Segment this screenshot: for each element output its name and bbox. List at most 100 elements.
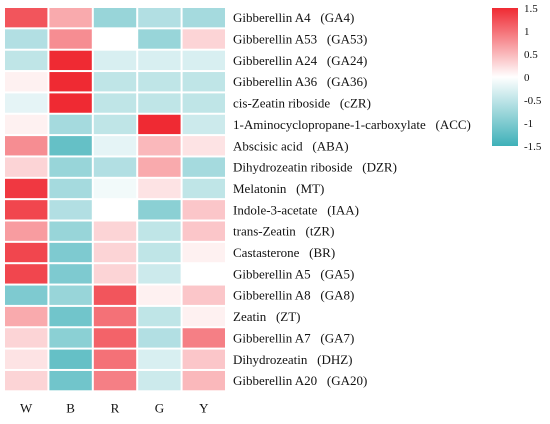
heatmap-cell [182, 349, 225, 369]
heatmap-cell [182, 93, 225, 113]
row-label: Gibberellin A8 (GA8) [233, 288, 354, 303]
heatmap-cell [5, 157, 48, 177]
heatmap-cell [93, 200, 137, 220]
heatmap-cell [93, 114, 137, 135]
row-label: Gibberellin A7 (GA7) [233, 330, 354, 345]
heatmap-cell [49, 72, 92, 92]
heatmap-cell [138, 306, 181, 327]
heatmap-cell [5, 200, 48, 220]
row-label: Gibberellin A5 (GA5) [233, 266, 354, 281]
heatmap-cell [5, 285, 48, 305]
row-label: 1-Aminocyclopropane-1-carboxylate (ACC) [233, 117, 471, 132]
heatmap-cell [182, 114, 225, 135]
heatmap-cell [5, 178, 48, 199]
heatmap-cell [182, 50, 225, 71]
heatmap-cell [5, 349, 48, 369]
column-label: R [111, 400, 120, 415]
column-label: Y [199, 400, 209, 415]
heatmap-cell [93, 50, 137, 71]
heatmap-cell [93, 242, 137, 263]
heatmap-cell [49, 221, 92, 241]
heatmap-cell [138, 136, 181, 156]
heatmap-cell [93, 136, 137, 156]
legend-tick-label: 0.5 [524, 49, 538, 61]
heatmap-cell [182, 72, 225, 92]
column-label: G [155, 400, 164, 415]
heatmap-cell [93, 29, 137, 49]
heatmap-cell [138, 114, 181, 135]
heatmap-cell [182, 200, 225, 220]
heatmap-cell [93, 370, 137, 391]
heatmap-cell [93, 349, 137, 369]
heatmap-cell [138, 8, 181, 28]
heatmap-cell [5, 306, 48, 327]
heatmap-cell [138, 50, 181, 71]
heatmap-cell [49, 178, 92, 199]
heatmap-cell [182, 285, 225, 305]
heatmap-cell [138, 157, 181, 177]
heatmap-cell [182, 29, 225, 49]
row-label: Gibberellin A53 (GA53) [233, 32, 367, 47]
heatmap-cell [5, 370, 48, 391]
heatmap-cell [5, 93, 48, 113]
heatmap-cell [49, 136, 92, 156]
heatmap-cell [182, 242, 225, 263]
heatmap-cell [138, 370, 181, 391]
legend-color-bar [492, 8, 518, 146]
heatmap-cell [49, 349, 92, 369]
row-label: Zeatin (ZT) [233, 309, 301, 324]
row-label: Abscisic acid (ABA) [233, 138, 349, 153]
legend-tick-label: 0 [524, 72, 530, 84]
heatmap-cell [49, 370, 92, 391]
heatmap-cell [5, 264, 48, 284]
heatmap-cell [49, 285, 92, 305]
heatmap-cell [138, 200, 181, 220]
heatmap-cell [93, 157, 137, 177]
heatmap-cell [138, 178, 181, 199]
row-label: Castasterone (BR) [233, 245, 335, 260]
row-label: Melatonin (MT) [233, 181, 324, 196]
heatmap-cell [138, 93, 181, 113]
heatmap-cell [5, 114, 48, 135]
row-labels: Gibberellin A4 (GA4) Gibberellin A53 (GA5… [233, 10, 471, 388]
heatmap-cell [93, 178, 137, 199]
heatmap-cell [5, 221, 48, 241]
heatmap-cell [138, 264, 181, 284]
heatmap-cell [49, 93, 92, 113]
heatmap-cells [5, 8, 225, 391]
heatmap-cell [138, 29, 181, 49]
heatmap-cell [49, 242, 92, 263]
heatmap-cell [93, 328, 137, 348]
heatmap-cell [49, 200, 92, 220]
legend-tick-label: -1.5 [524, 141, 542, 153]
heatmap-cell [138, 221, 181, 241]
heatmap-cell [49, 50, 92, 71]
row-label: Gibberellin A20 (GA20) [233, 373, 367, 388]
heatmap-cell [138, 328, 181, 348]
heatmap-cell [93, 306, 137, 327]
heatmap-cell [5, 8, 48, 28]
heatmap-cell [49, 328, 92, 348]
heatmap-cell [138, 285, 181, 305]
heatmap-cell [182, 328, 225, 348]
heatmap-cell [93, 264, 137, 284]
row-label: Dihydrozeatin (DHZ) [233, 352, 353, 367]
row-label: Gibberellin A36 (GA36) [233, 74, 367, 89]
heatmap-cell [182, 221, 225, 241]
heatmap-cell [5, 72, 48, 92]
heatmap-cell [93, 8, 137, 28]
heatmap-cell [49, 8, 92, 28]
row-label: Gibberellin A24 (GA24) [233, 53, 367, 68]
heatmap-cell [49, 114, 92, 135]
row-label: Dihydrozeatin riboside (DZR) [233, 160, 397, 175]
heatmap-cell [49, 29, 92, 49]
heatmap-cell [49, 306, 92, 327]
heatmap-cell [138, 242, 181, 263]
heatmap-cell [93, 72, 137, 92]
heatmap-cell [93, 285, 137, 305]
heatmap-cell [5, 328, 48, 348]
column-label: W [20, 400, 33, 415]
row-label: Indole-3-acetate (IAA) [233, 202, 359, 217]
